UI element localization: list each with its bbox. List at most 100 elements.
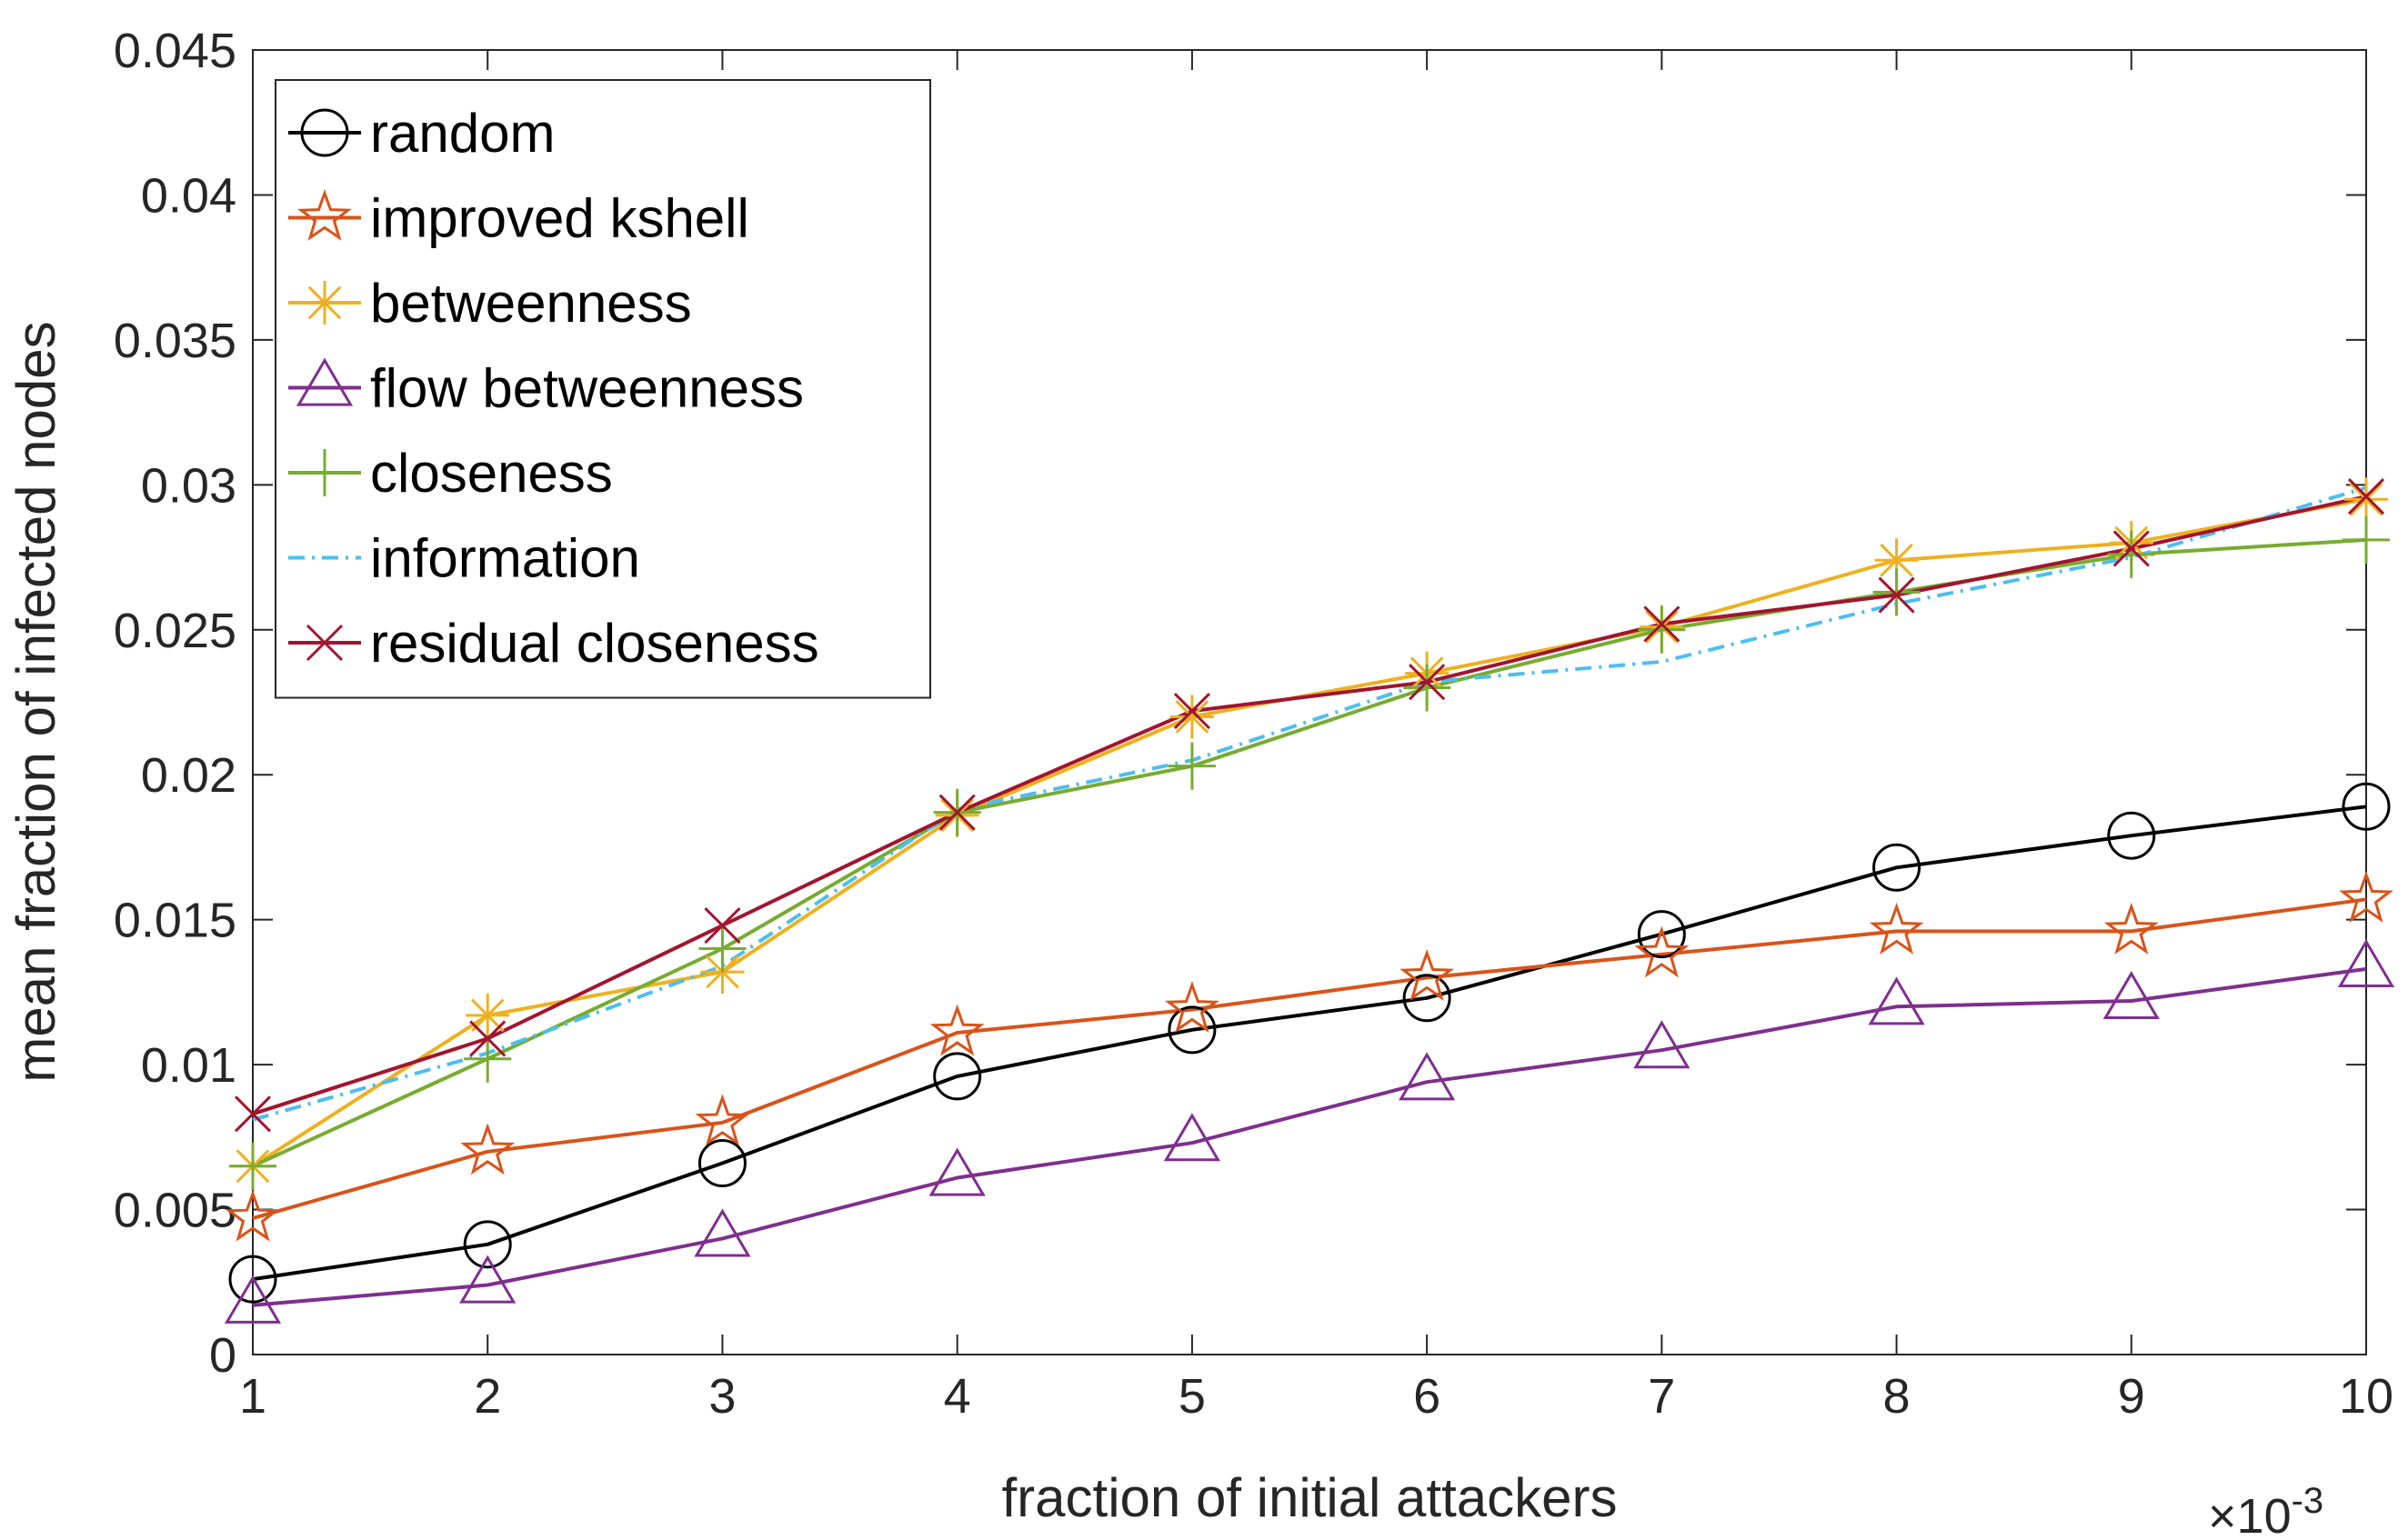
data-point-flow-betweenness [694,1208,751,1257]
data-point-residual-closeness [1409,664,1446,701]
data-point-closeness [229,1142,276,1190]
legend-entry-betweenness: betweenness [288,273,692,334]
legend-entry-residual-closeness: residual closeness [288,613,819,674]
legend-entry-information: information [288,528,640,589]
data-point-flow-betweenness [1398,1052,1456,1101]
data-point-residual-closeness [469,1020,507,1057]
data-point-closeness [2107,530,2155,578]
series-line-residual-closeness [252,495,2367,1116]
legend-marker [301,449,348,496]
data-point-random [2342,782,2391,831]
data-point-random [1872,843,1921,892]
data-point-flow-betweenness [928,1147,986,1196]
legend-marker [297,189,352,241]
y-tick-label: 0.04 [141,168,236,223]
data-point-flow-betweenness [1163,1113,1221,1162]
data-point-closeness [1403,664,1451,712]
data-point-flow-betweenness [2337,938,2395,987]
data-point-residual-closeness [938,794,976,831]
data-point-residual-closeness [2112,530,2150,567]
x-tick-label: 2 [474,1369,501,1424]
data-point-improved-kshell [2339,870,2393,923]
legend-box [275,79,931,699]
legend-marker [306,624,344,662]
data-point-betweenness [466,993,510,1037]
series-line-information [252,485,2367,1122]
data-point-flow-betweenness [1633,1020,1691,1069]
data-point-improved-kshell [695,1094,750,1146]
data-point-random [697,1139,747,1188]
data-point-residual-closeness [2347,478,2385,515]
series-line-improved-kshell [252,897,2367,1221]
data-point-closeness [464,1035,512,1083]
data-point-random [228,1255,277,1304]
data-point-closeness [1168,742,1216,790]
y-tick-label: 0.02 [141,748,236,803]
data-point-improved-kshell [460,1123,516,1175]
x-axis-exponent-label: ×10-3 [2208,1481,2323,1540]
x-tick-label: 1 [239,1369,266,1424]
y-tick-label: 0.005 [114,1184,236,1238]
data-point-closeness [1872,568,1921,616]
data-point-betweenness [1169,695,1214,739]
y-tick-label: 0.035 [114,314,236,368]
data-point-improved-kshell [1164,981,1219,1034]
x-axis-exponent-power: -3 [2292,1481,2324,1521]
y-tick-label: 0 [209,1328,236,1383]
y-tick-label: 0.03 [141,458,236,513]
y-tick-label: 0.015 [114,894,236,948]
x-tick-label: 7 [1648,1369,1675,1424]
legend-entry-improved-kshell: improved kshell [288,188,749,249]
data-point-residual-closeness [704,906,741,945]
x-tick-label: 6 [1413,1369,1440,1424]
y-tick-label: 0.025 [114,604,236,658]
x-tick-label: 9 [2118,1369,2145,1424]
data-point-improved-kshell [1400,948,1455,1001]
legend-label: flow betweenness [370,358,804,419]
data-point-random [463,1220,512,1269]
data-point-improved-kshell [2103,902,2159,955]
data-point-improved-kshell [226,1189,280,1242]
x-tick-label: 4 [944,1369,971,1424]
data-point-improved-kshell [1869,902,1924,955]
data-point-residual-closeness [1173,693,1210,730]
y-tick-label: 0.01 [141,1038,236,1093]
series-markers [224,477,2395,1324]
data-point-random [933,1052,982,1101]
legend: random improved kshell betweenness flow bet… [275,79,931,699]
data-point-improved-kshell [1634,925,1690,978]
data-point-flow-betweenness [1868,976,1925,1025]
data-point-random [1402,974,1451,1023]
legend-marker [303,281,346,325]
x-tick-label: 10 [2339,1369,2393,1424]
axis-ticks: 1 2 3 4 5 6 7 8 9 10 0 0.005 0.01 0.015 0.02 0.025 0.03 0… [114,24,2393,1424]
data-point-random [2107,811,2156,860]
data-point-closeness [2343,515,2390,564]
data-point-residual-closeness [234,1095,272,1133]
data-point-random [1637,910,1686,959]
data-point-betweenness [2344,477,2388,522]
legend-entry-flow-betweenness: flow betweenness [288,358,804,419]
data-point-flow-betweenness [224,1275,282,1324]
data-point-flow-betweenness [2102,970,2160,1020]
legend-label: random [370,103,555,164]
y-axis-label: mean fraction of infected nodes [5,321,66,1082]
x-tick-label: 5 [1179,1369,1206,1424]
legend-marker [296,357,354,406]
data-point-flow-betweenness [459,1255,517,1304]
legend-marker [300,108,349,157]
data-point-residual-closeness [1878,576,1915,614]
data-point-residual-closeness [1643,605,1681,643]
series-line-flow-betweenness [252,966,2367,1307]
legend-label: closeness [370,443,613,504]
x-axis-exponent-base: ×10 [2208,1489,2292,1540]
x-tick-label: 8 [1883,1369,1911,1424]
legend-label: improved kshell [370,188,749,249]
series-line-random [252,805,2367,1282]
legend-label: residual closeness [370,613,819,674]
legend-label: betweenness [370,273,692,334]
data-point-closeness [698,925,747,973]
data-point-random [1168,1005,1217,1055]
data-point-closeness [1638,605,1686,654]
